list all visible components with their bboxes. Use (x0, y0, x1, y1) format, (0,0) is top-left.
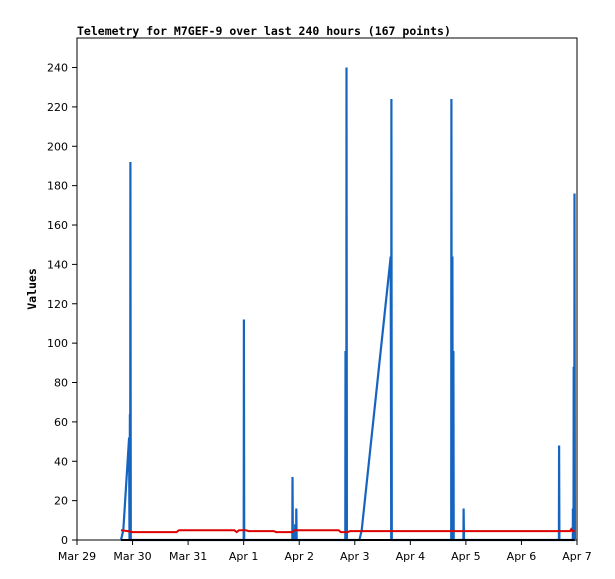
y-tick-label: 40 (54, 455, 68, 468)
y-tick-label: 140 (47, 258, 68, 271)
y-tick-label: 220 (47, 101, 68, 114)
y-axis-label: Values (25, 268, 39, 310)
x-tick-label: Mar 31 (169, 550, 207, 563)
y-tick-label: 120 (47, 298, 68, 311)
plot-area (76, 37, 578, 541)
series-layer (119, 67, 577, 542)
x-tick-label: Apr 3 (340, 550, 370, 563)
y-tick-label: 20 (54, 495, 68, 508)
series-line (120, 527, 575, 534)
x-tick-label: Mar 30 (113, 550, 151, 563)
y-axis: 0 20 40 60 80 100 120 140 160 180 200 220 240 (47, 62, 77, 547)
y-tick-label: 200 (47, 140, 68, 153)
y-tick-label: 100 (47, 337, 68, 350)
x-tick-label: Apr 6 (507, 550, 537, 563)
y-tick-label: 0 (61, 534, 68, 547)
y-tick-label: 80 (54, 377, 68, 390)
y-tick-label: 180 (47, 180, 68, 193)
x-tick-label: Apr 5 (451, 550, 481, 563)
chart-title: Telemetry for M7GEF-9 over last 240 hour… (77, 24, 451, 38)
x-tick-label: Apr 1 (229, 550, 259, 563)
x-tick-label: Apr 7 (562, 550, 592, 563)
x-tick-label: Apr 2 (284, 550, 314, 563)
x-axis: Mar 29 Mar 30 Mar 31 Apr 1 Apr 2 Apr 3 Apr 4 Ap… (58, 540, 592, 563)
series-line (119, 67, 577, 542)
x-tick-label: Mar 29 (58, 550, 96, 563)
y-tick-label: 240 (47, 62, 68, 75)
y-tick-label: 60 (54, 416, 68, 429)
x-tick-label: Apr 4 (396, 550, 426, 563)
y-tick-label: 160 (47, 219, 68, 232)
